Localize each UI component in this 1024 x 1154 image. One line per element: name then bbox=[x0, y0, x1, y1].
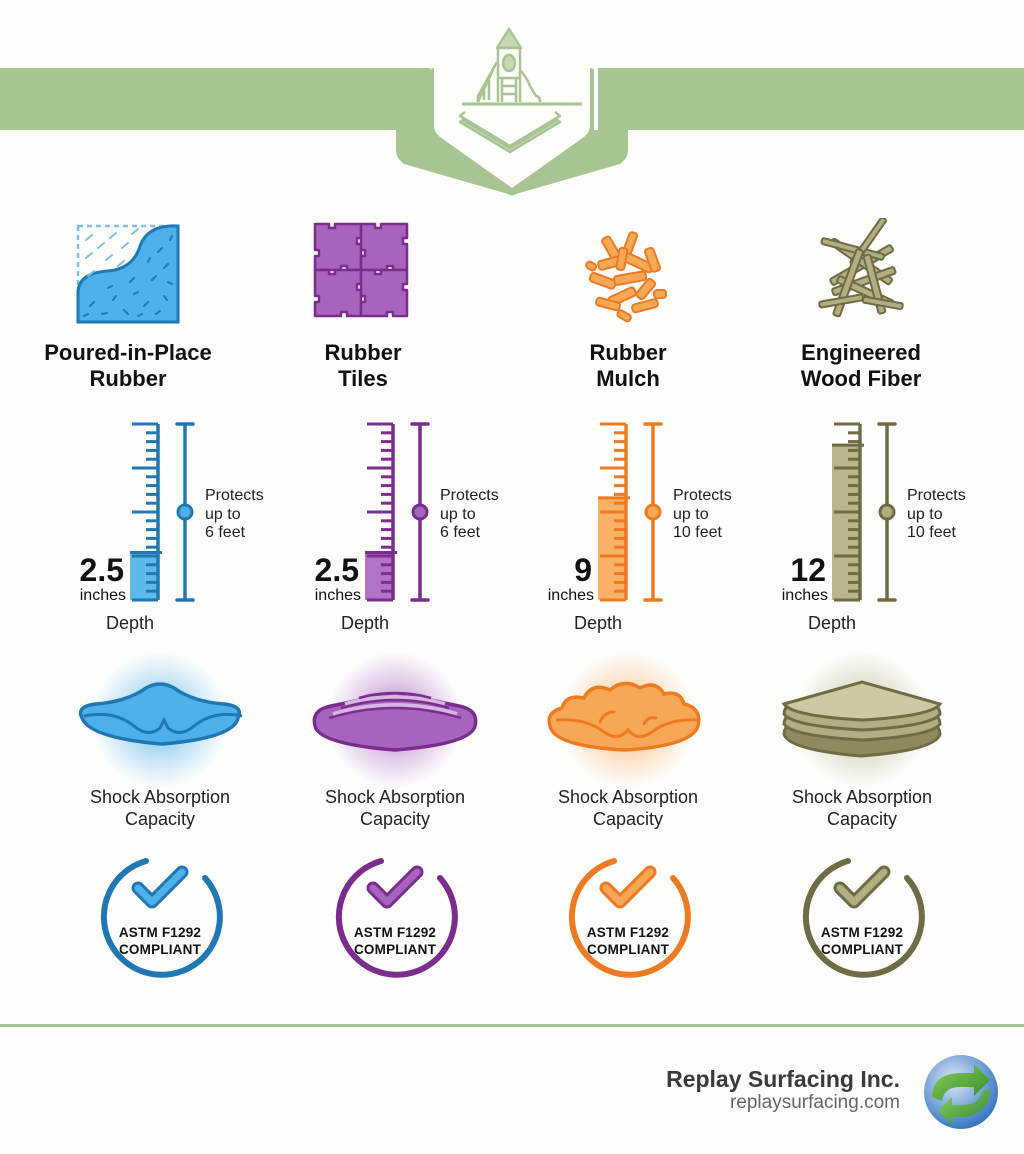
material-column: Rubber Mulch bbox=[500, 210, 756, 1010]
header-banner bbox=[0, 0, 1024, 200]
material-title: Rubber Mulch bbox=[589, 340, 667, 391]
interlocking-tiles-icon bbox=[313, 222, 409, 318]
footer-brand: Replay Surfacing Inc. replaysurfacing.co… bbox=[666, 1066, 900, 1114]
depth-value: 2.5 bbox=[314, 552, 359, 588]
wood-fiber-sticks-icon bbox=[818, 218, 904, 318]
material-column: Poured-in-Place Rubber bbox=[0, 210, 256, 1010]
header-band bbox=[0, 27, 1024, 196]
astm-compliance-text: ASTM F1292 COMPLIANT bbox=[820, 925, 904, 957]
poured-rubber-icon bbox=[76, 224, 180, 324]
material-title: Poured-in-Place Rubber bbox=[44, 340, 212, 391]
depth-unit: inches bbox=[547, 587, 594, 604]
depth-label: Depth bbox=[807, 613, 857, 633]
material-column: Engineered Wood Fiber bbox=[733, 210, 989, 1010]
material-column: Rubber Tiles bbox=[235, 210, 491, 1010]
recycle-arrows-globe-icon bbox=[924, 1055, 998, 1129]
depth-unit: inches bbox=[781, 587, 828, 604]
shock-absorption-label: Shock Absorption Capacity bbox=[557, 787, 699, 829]
footer-divider bbox=[0, 1024, 1024, 1027]
shock-absorption-label: Shock Absorption Capacity bbox=[791, 787, 933, 829]
company-url[interactable]: replaysurfacing.com bbox=[729, 1092, 900, 1113]
rubber-mulch-pieces-icon bbox=[585, 231, 667, 323]
depth-unit: inches bbox=[314, 587, 361, 604]
shock-absorption-label: Shock Absorption Capacity bbox=[89, 787, 231, 829]
playground-tower-surface-icon bbox=[458, 27, 582, 154]
astm-compliance-text: ASTM F1292 COMPLIANT bbox=[586, 925, 670, 957]
protects-height-label: Protects up to 6 feet bbox=[205, 487, 264, 541]
depth-unit: inches bbox=[79, 587, 126, 604]
depth-label: Depth bbox=[340, 613, 390, 633]
material-title: Engineered Wood Fiber bbox=[800, 340, 922, 391]
astm-compliance-text: ASTM F1292 COMPLIANT bbox=[118, 925, 202, 957]
protects-height-label: Protects up to 10 feet bbox=[673, 487, 732, 541]
protects-height-label: Protects up to 6 feet bbox=[440, 487, 499, 541]
material-title: Rubber Tiles bbox=[324, 340, 402, 391]
astm-compliance-text: ASTM F1292 COMPLIANT bbox=[353, 925, 437, 957]
depth-label: Depth bbox=[573, 613, 623, 633]
depth-label: Depth bbox=[105, 613, 155, 633]
depth-value: 9 bbox=[574, 552, 592, 588]
protects-height-label: Protects up to 10 feet bbox=[907, 487, 966, 541]
depth-value: 12 bbox=[790, 552, 826, 588]
company-name: Replay Surfacing Inc. bbox=[666, 1066, 900, 1092]
depth-value: 2.5 bbox=[79, 552, 124, 588]
shock-absorption-label: Shock Absorption Capacity bbox=[324, 787, 466, 829]
